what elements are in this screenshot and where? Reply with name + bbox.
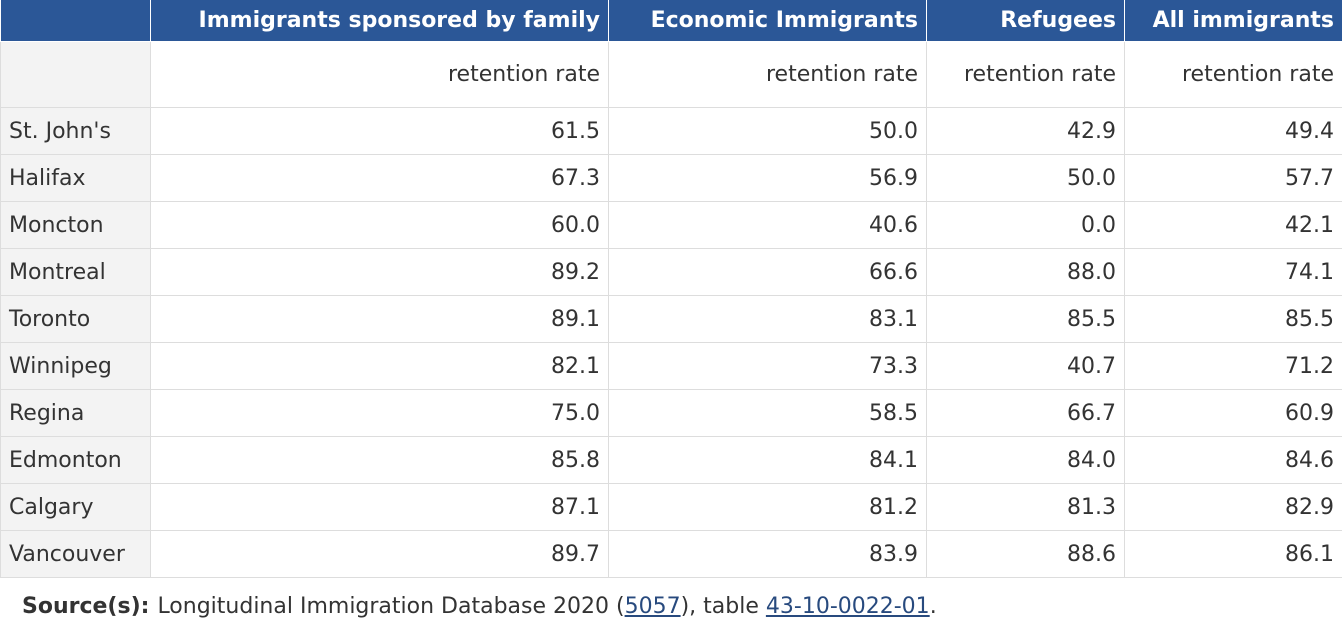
table-row: Calgary 87.1 81.2 81.3 82.9 (0, 483, 1342, 531)
value-cell: 89.2 (150, 248, 609, 296)
column-subheader: retention rate (608, 41, 927, 108)
value-cell: 61.5 (150, 107, 609, 155)
source-label: Source(s): (22, 594, 150, 619)
source-text: ), table (680, 594, 759, 619)
source-note: Source(s): Longitudinal Immigration Datab… (22, 594, 937, 619)
value-cell: 88.6 (926, 530, 1125, 578)
value-cell: 81.3 (926, 483, 1125, 531)
value-cell: 87.1 (150, 483, 609, 531)
value-cell: 85.5 (926, 295, 1125, 343)
value-cell: 82.9 (1124, 483, 1342, 531)
row-label: Halifax (0, 154, 151, 202)
source-text: . (929, 594, 937, 619)
subheader-row: retention rate retention rate retention ra… (0, 41, 1342, 108)
table-row: Montreal 89.2 66.6 88.0 74.1 (0, 248, 1342, 296)
column-header: All immigrants (1124, 0, 1342, 42)
value-cell: 86.1 (1124, 530, 1342, 578)
value-cell: 60.9 (1124, 389, 1342, 437)
value-cell: 81.2 (608, 483, 927, 531)
column-subheader: retention rate (1124, 41, 1342, 108)
value-cell: 89.1 (150, 295, 609, 343)
column-header: Immigrants sponsored by family (150, 0, 609, 42)
table-row: Edmonton 85.8 84.1 84.0 84.6 (0, 436, 1342, 484)
value-cell: 84.6 (1124, 436, 1342, 484)
value-cell: 49.4 (1124, 107, 1342, 155)
table-row: St. John's 61.5 50.0 42.9 49.4 (0, 107, 1342, 155)
value-cell: 40.6 (608, 201, 927, 249)
row-label: St. John's (0, 107, 151, 155)
value-cell: 83.9 (608, 530, 927, 578)
row-label: Montreal (0, 248, 151, 296)
value-cell: 60.0 (150, 201, 609, 249)
row-label: Moncton (0, 201, 151, 249)
header-row: Immigrants sponsored by family Economic I… (0, 0, 1342, 42)
value-cell: 0.0 (926, 201, 1125, 249)
column-header: Economic Immigrants (608, 0, 927, 42)
table-body: St. John's 61.5 50.0 42.9 49.4 Halifax 67.3 56.… (0, 107, 1342, 578)
value-cell: 57.7 (1124, 154, 1342, 202)
table-row: Regina 75.0 58.5 66.7 60.9 (0, 389, 1342, 437)
corner-cell (0, 0, 151, 42)
value-cell: 66.7 (926, 389, 1125, 437)
table-row: Halifax 67.3 56.9 50.0 57.7 (0, 154, 1342, 202)
value-cell: 50.0 (926, 154, 1125, 202)
table-link[interactable]: 43-10-0022-01 (765, 594, 930, 619)
column-subheader: retention rate (150, 41, 609, 108)
value-cell: 85.5 (1124, 295, 1342, 343)
column-subheader: retention rate (926, 41, 1125, 108)
row-label: Calgary (0, 483, 151, 531)
value-cell: 89.7 (150, 530, 609, 578)
value-cell: 71.2 (1124, 342, 1342, 390)
table-row: Toronto 89.1 83.1 85.5 85.5 (0, 295, 1342, 343)
source-text: Longitudinal Immigration Database 2020 ( (157, 594, 625, 619)
table-row: Moncton 60.0 40.6 0.0 42.1 (0, 201, 1342, 249)
value-cell: 40.7 (926, 342, 1125, 390)
value-cell: 58.5 (608, 389, 927, 437)
value-cell: 50.0 (608, 107, 927, 155)
source-link[interactable]: 5057 (624, 594, 681, 619)
row-label: Vancouver (0, 530, 151, 578)
column-header: Refugees (926, 0, 1125, 42)
value-cell: 42.9 (926, 107, 1125, 155)
value-cell: 82.1 (150, 342, 609, 390)
row-label: Regina (0, 389, 151, 437)
data-table: Immigrants sponsored by family Economic I… (0, 0, 1342, 578)
value-cell: 85.8 (150, 436, 609, 484)
value-cell: 83.1 (608, 295, 927, 343)
value-cell: 75.0 (150, 389, 609, 437)
row-label: Toronto (0, 295, 151, 343)
value-cell: 74.1 (1124, 248, 1342, 296)
table-row: Vancouver 89.7 83.9 88.6 86.1 (0, 530, 1342, 578)
value-cell: 56.9 (608, 154, 927, 202)
row-label: Winnipeg (0, 342, 151, 390)
value-cell: 84.0 (926, 436, 1125, 484)
corner-cell (0, 41, 151, 108)
row-label: Edmonton (0, 436, 151, 484)
value-cell: 73.3 (608, 342, 927, 390)
table-row: Winnipeg 82.1 73.3 40.7 71.2 (0, 342, 1342, 390)
value-cell: 66.6 (608, 248, 927, 296)
value-cell: 42.1 (1124, 201, 1342, 249)
value-cell: 84.1 (608, 436, 927, 484)
value-cell: 88.0 (926, 248, 1125, 296)
value-cell: 67.3 (150, 154, 609, 202)
